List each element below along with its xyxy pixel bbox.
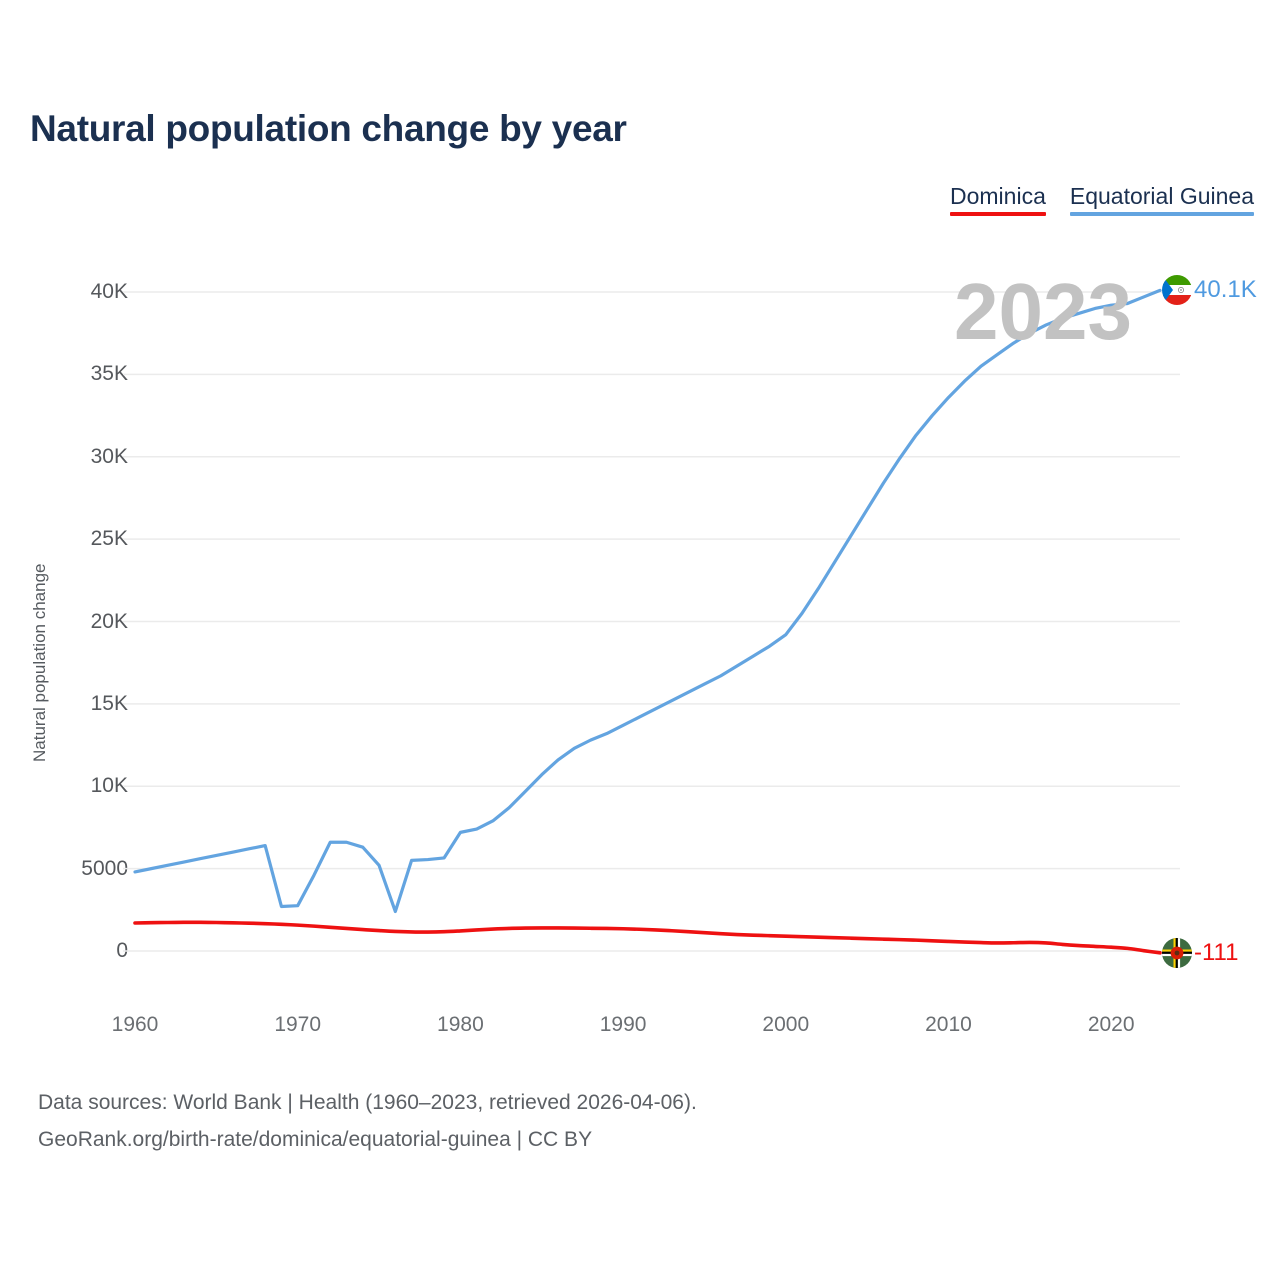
legend-label-dominica: Dominica <box>950 183 1046 209</box>
y-tick-label: 30K <box>90 444 128 468</box>
endpoint-dominica: -111 <box>1162 937 1239 968</box>
legend-item-dominica[interactable]: Dominica <box>950 183 1046 217</box>
x-tick-label: 2020 <box>1087 1013 1135 1036</box>
series-line-equatorial-guinea <box>133 288 1162 914</box>
x-tick-label: 1970 <box>274 1013 322 1036</box>
footer-line-1: Data sources: World Bank | Health (1960–… <box>38 1091 697 1114</box>
y-tick-label: 5000 <box>81 856 128 880</box>
legend-item-equatorial-guinea[interactable]: Equatorial Guinea <box>1069 183 1254 217</box>
x-tick-label: 1990 <box>599 1013 647 1036</box>
page-title: Natural population change by year <box>30 108 627 149</box>
series-line-dominica <box>133 920 1162 955</box>
year-watermark: 2023 <box>954 267 1132 356</box>
y-tick-label: 20K <box>90 609 128 633</box>
equatorial-guinea-flag-icon <box>1162 275 1192 306</box>
y-tick-label: 0 <box>116 939 128 962</box>
chart-legend: Dominica Equatorial Guinea <box>950 183 1254 217</box>
endpoint-equatorial-guinea: 40.1K <box>1162 275 1257 306</box>
legend-label-equatorial-guinea: Equatorial Guinea <box>1069 183 1254 209</box>
y-tick-label: 35K <box>90 362 128 386</box>
legend-swatch-dominica <box>950 212 1046 217</box>
footer-credits: Data sources: World Bank | Health (1960–… <box>38 1085 697 1159</box>
gridlines <box>123 291 1180 952</box>
y-tick-label: 40K <box>90 280 128 303</box>
legend-swatch-equatorial-guinea <box>1069 212 1254 217</box>
y-axis-ticks: 0 5000 10K 15K 20K 25K 30K 35K 40K <box>0 0 128 1280</box>
dominica-flag-icon <box>1162 937 1192 968</box>
y-tick-label: 25K <box>90 527 128 551</box>
x-tick-label: 1960 <box>111 1013 159 1036</box>
x-tick-label: 2000 <box>762 1013 810 1036</box>
endpoint-value-equatorial-guinea: 40.1K <box>1194 276 1257 304</box>
footer-line-2: GeoRank.org/birth-rate/dominica/equatori… <box>38 1127 593 1151</box>
x-tick-label: 2010 <box>925 1013 972 1036</box>
x-tick-label: 1980 <box>437 1013 484 1036</box>
endpoint-value-dominica: -111 <box>1194 938 1239 966</box>
y-tick-label: 10K <box>90 774 128 798</box>
y-tick-label: 15K <box>90 691 128 715</box>
